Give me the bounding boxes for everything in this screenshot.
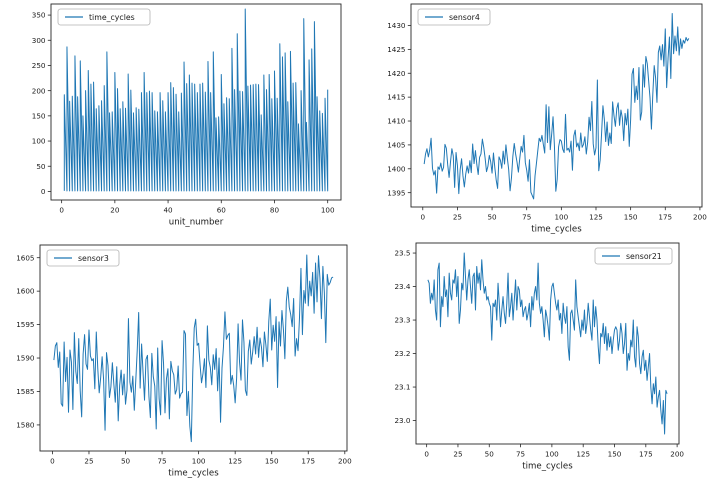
- x-tick-label: 0: [59, 206, 64, 215]
- x-tick-label: 50: [121, 457, 131, 466]
- x-axis-label: time_cycles: [522, 462, 573, 472]
- y-tick-label: 1430: [387, 21, 406, 30]
- y-tick-label: 1600: [16, 287, 35, 296]
- x-tick-label: 175: [301, 457, 315, 466]
- x-tick-label: 25: [453, 213, 462, 222]
- x-tick-label: 50: [487, 213, 497, 222]
- y-tick-label: 1580: [16, 421, 35, 430]
- y-tick-label: 23.0: [394, 416, 410, 425]
- x-tick-label: 125: [589, 213, 603, 222]
- y-tick-label: 1605: [16, 253, 34, 262]
- y-tick-label: 23.5: [394, 249, 410, 258]
- y-tick-label: 1400: [387, 164, 406, 173]
- y-tick-label: 23.2: [394, 349, 410, 358]
- y-tick-label: 1585: [16, 387, 34, 396]
- x-tick-label: 175: [658, 213, 672, 222]
- y-tick-label: 23.4: [394, 282, 410, 291]
- time-cycles-per-unit-line: [63, 8, 329, 192]
- legend-label: sensor4: [449, 13, 480, 22]
- x-tick-label: 100: [545, 450, 559, 459]
- sensor21-trace-line: [427, 252, 668, 435]
- y-tick-label: 1425: [387, 45, 405, 54]
- x-tick-label: 200: [693, 213, 707, 222]
- x-tick-label: 75: [516, 450, 525, 459]
- sensor4-trace-line: [423, 13, 690, 200]
- y-tick-label: 23.1: [394, 383, 410, 392]
- y-tick-label: 250: [32, 61, 46, 70]
- x-tick-label: 200: [670, 450, 684, 459]
- sensor3-plot: 0 25 50 75 100 125 150 175 200 1580 1585 1590 1595 16…: [16, 244, 352, 479]
- legend-box: [594, 247, 673, 265]
- sensor21-plot: 0 25 50 75 100 125 150 175 200 23.0 23.1 23.2 23.3 23…: [394, 242, 684, 472]
- x-tick-label: 200: [338, 457, 352, 466]
- x-tick-label: 100: [192, 457, 206, 466]
- x-tick-label: 100: [554, 213, 568, 222]
- x-tick-label: 125: [576, 450, 590, 459]
- legend-box: [46, 249, 120, 267]
- y-tick-label: 1405: [387, 141, 405, 150]
- legend-label: sensor21: [626, 252, 662, 261]
- x-tick-label: 150: [624, 213, 638, 222]
- y-tick-label: 23.3: [394, 316, 410, 325]
- x-tick-label: 75: [157, 457, 166, 466]
- y-tick-label: 150: [32, 111, 46, 120]
- y-tick-label: 350: [32, 11, 46, 20]
- y-tick-label: 1595: [16, 320, 34, 329]
- sensor4-plot: 0 25 50 75 100 125 150 175 200 1395 1400 1405 1410 14…: [387, 3, 707, 235]
- axes-spines: [415, 242, 680, 445]
- x-tick-label: 25: [84, 457, 93, 466]
- x-axis-label: time_cycles: [531, 225, 582, 235]
- x-tick-label: 60: [217, 206, 227, 215]
- x-tick-label: 25: [453, 450, 462, 459]
- x-tick-label: 50: [485, 450, 495, 459]
- x-tick-label: 0: [424, 450, 429, 459]
- x-axis-label: unit_number: [169, 218, 224, 228]
- y-tick-label: 200: [32, 86, 46, 95]
- x-tick-label: 0: [50, 457, 55, 466]
- y-tick-label: 1410: [387, 117, 406, 126]
- x-tick-label: 40: [163, 206, 173, 215]
- sensor3-trace-line: [53, 254, 334, 443]
- y-tick-label: 1415: [387, 93, 405, 102]
- x-tick-label: 100: [321, 206, 335, 215]
- x-tick-label: 175: [639, 450, 653, 459]
- y-tick-label: 0: [41, 187, 46, 196]
- legend-box: [57, 8, 151, 26]
- x-tick-label: 75: [522, 213, 531, 222]
- x-tick-label: 20: [110, 206, 120, 215]
- x-axis-label: time_cycles: [168, 469, 219, 479]
- x-tick-label: 150: [608, 450, 622, 459]
- y-tick-label: 50: [36, 162, 46, 171]
- legend-box: [417, 8, 491, 26]
- legend-label: sensor3: [78, 254, 109, 263]
- x-tick-label: 0: [420, 213, 425, 222]
- y-tick-label: 1395: [387, 188, 405, 197]
- legend-label: time_cycles: [89, 13, 135, 22]
- y-tick-label: 1420: [387, 69, 406, 78]
- y-tick-label: 100: [32, 137, 46, 146]
- y-tick-label: 1590: [16, 354, 35, 363]
- time-cycles-plot: 0 20 40 60 80 100 0 50 100 150 200 250 300 350 unit_nu…: [32, 3, 342, 228]
- y-tick-label: 300: [32, 36, 46, 45]
- x-tick-label: 125: [228, 457, 242, 466]
- x-tick-label: 80: [270, 206, 280, 215]
- x-tick-label: 150: [265, 457, 279, 466]
